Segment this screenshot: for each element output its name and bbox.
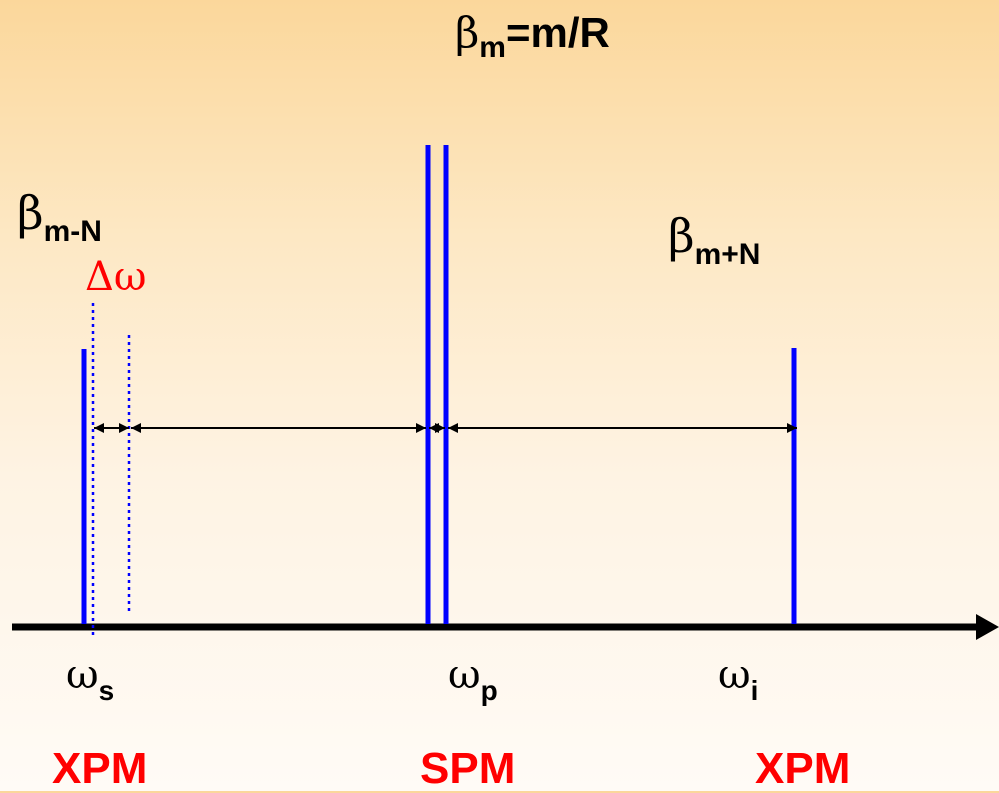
omega-symbol: ω: [718, 652, 751, 698]
beta-m-minus-n-subscript: m-N: [43, 215, 102, 248]
omega-i-label: ωi: [718, 652, 758, 705]
delta-omega-label: Δω: [85, 254, 147, 300]
xpm-left-label: XPM: [52, 744, 148, 793]
omega-symbol: ω: [448, 652, 481, 698]
beta-symbol: β: [668, 209, 695, 263]
omega-symbol: ω: [66, 652, 99, 698]
omega-s-label: ωs: [66, 652, 114, 705]
spm-label: SPM: [420, 744, 516, 793]
xpm-right-label: XPM: [755, 744, 851, 793]
beta-m-label: βm=m/R: [455, 9, 610, 63]
beta-m-plus-n-label: βm+N: [668, 213, 760, 270]
beta-m-equation: =m/R: [505, 9, 610, 56]
beta-m-subscript: m: [479, 31, 506, 64]
omega-i-subscript: i: [750, 675, 759, 706]
omega-s-subscript: s: [98, 675, 115, 706]
omega-p-label: ωp: [448, 652, 498, 705]
beta-symbol: β: [455, 8, 480, 57]
frequency-axis-arrowhead: [976, 614, 999, 640]
beta-m-plus-n-subscript: m+N: [694, 238, 761, 271]
beta-symbol: β: [17, 186, 44, 240]
omega-p-subscript: p: [480, 675, 498, 706]
beta-m-minus-n-label: βm-N: [17, 190, 102, 247]
